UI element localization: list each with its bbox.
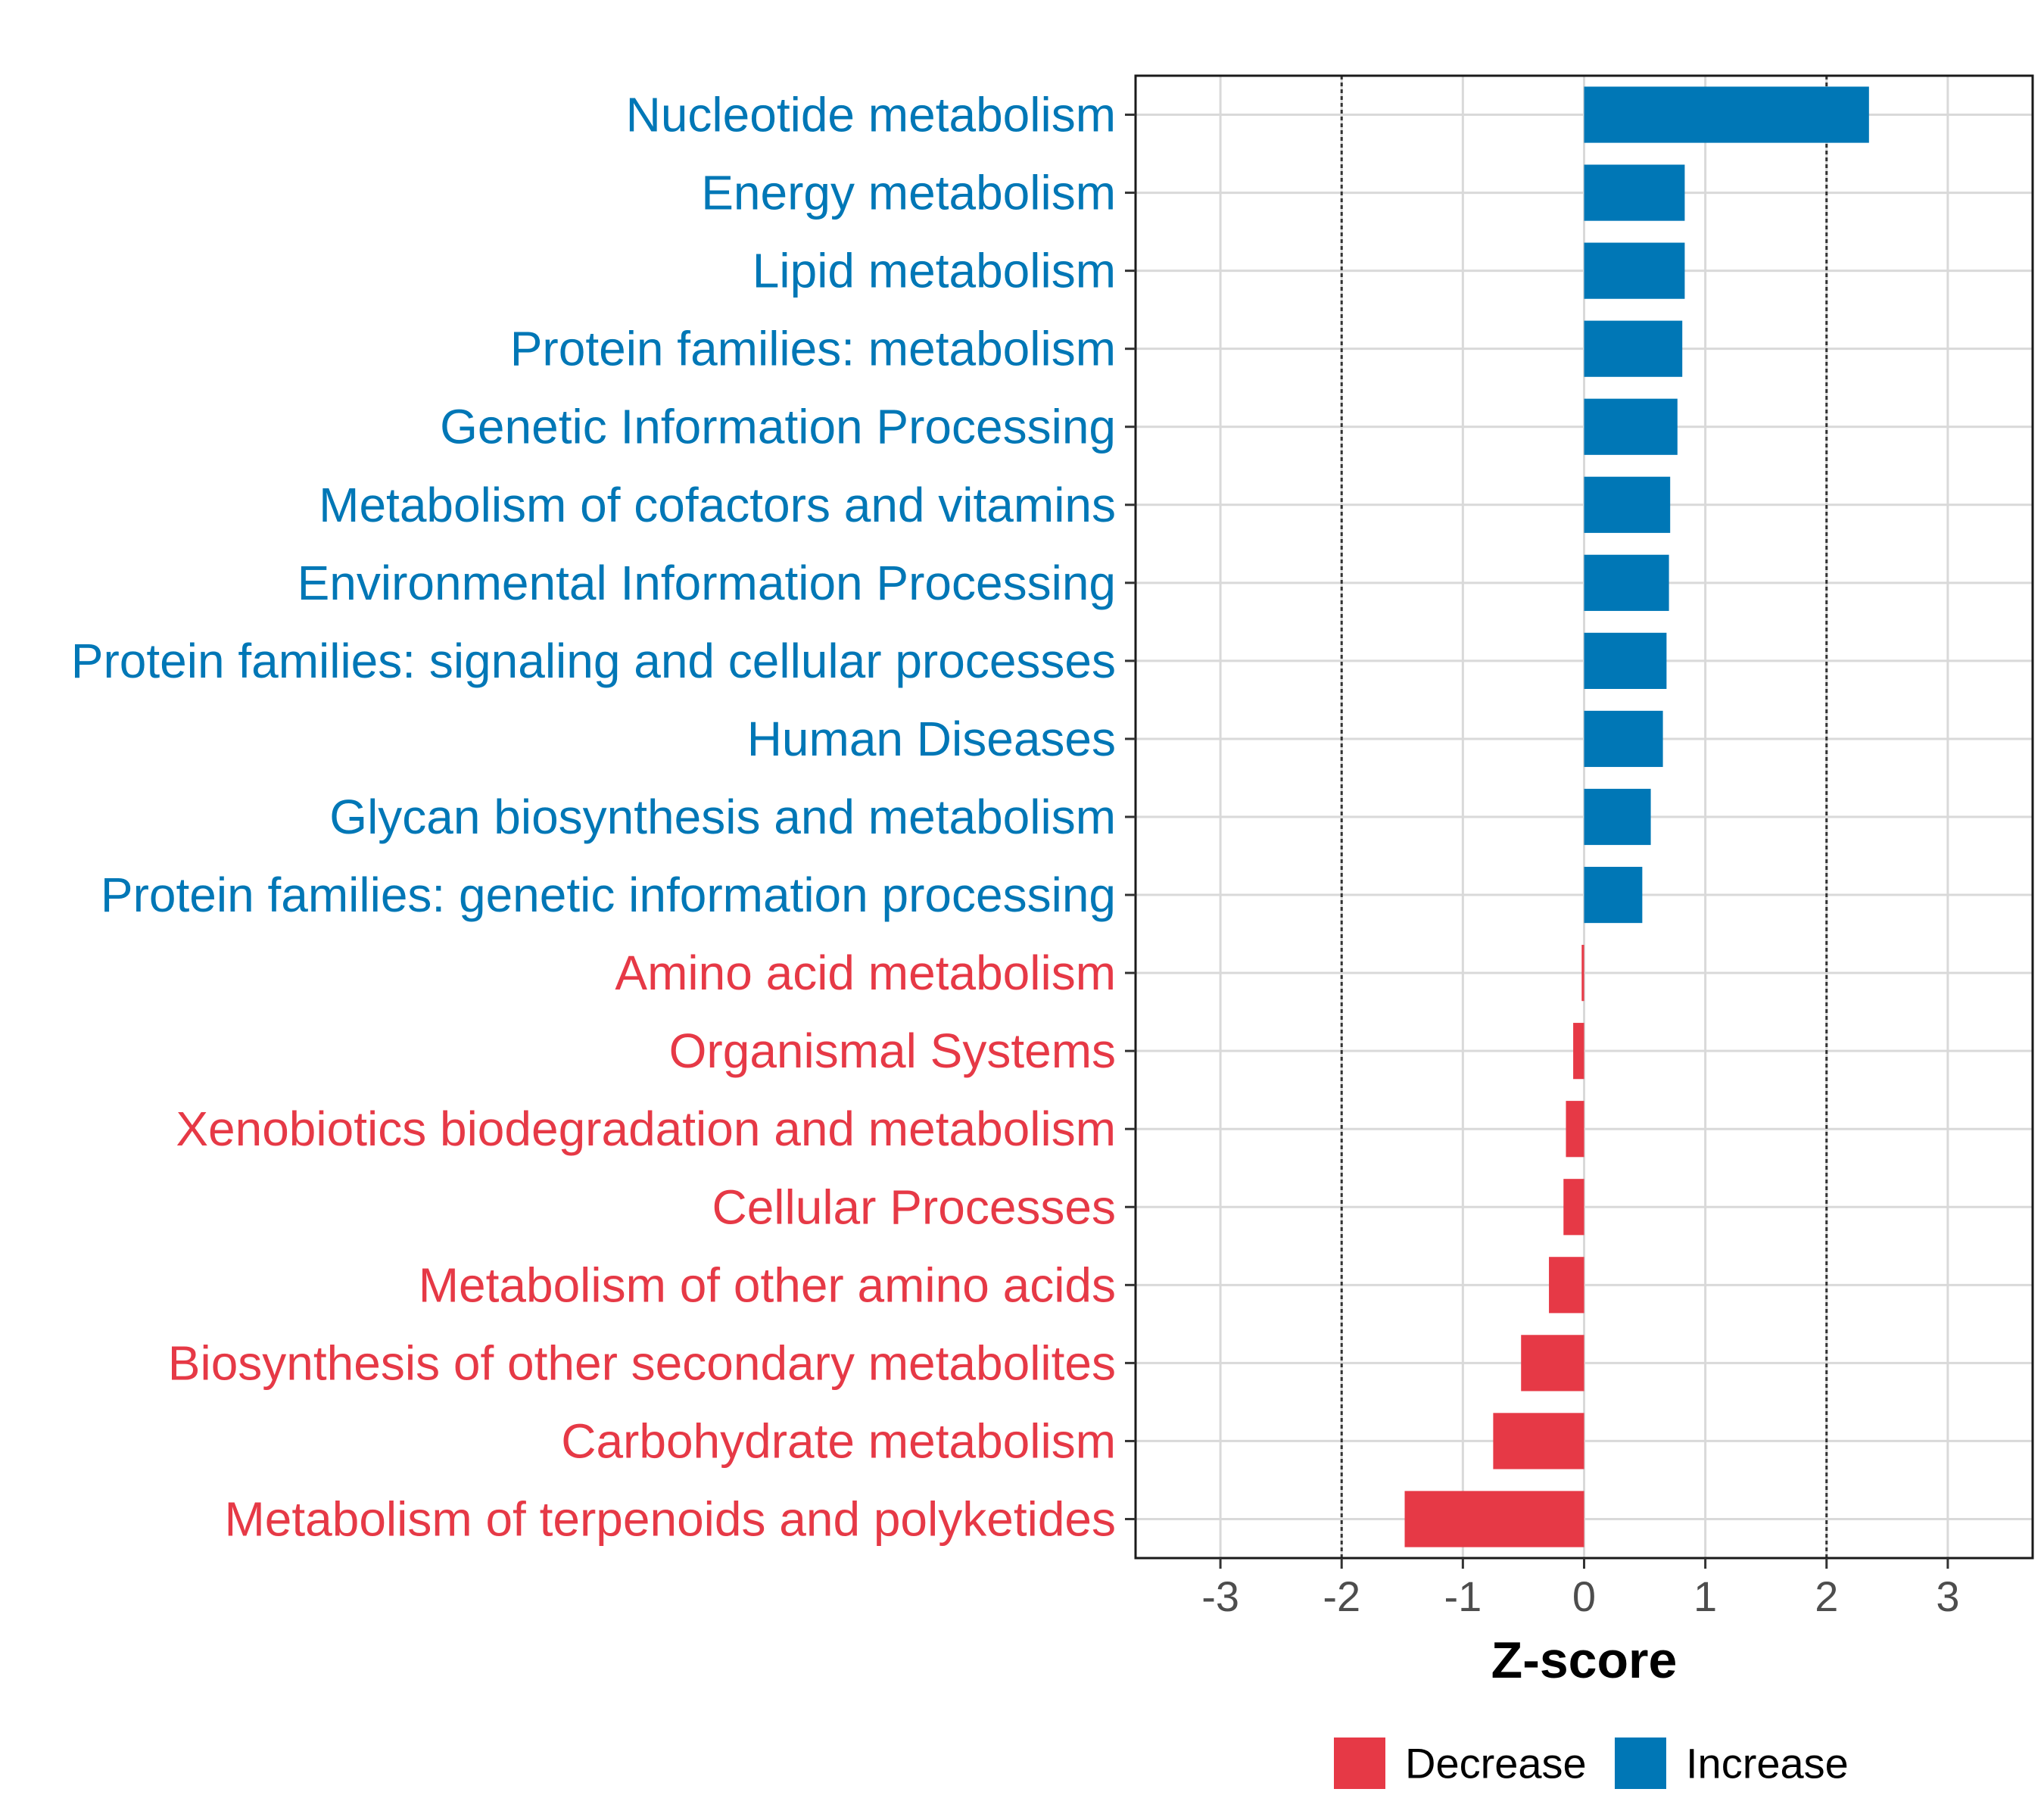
legend-swatch-decrease (1334, 1738, 1385, 1789)
legend-swatch-increase (1615, 1738, 1666, 1789)
bar-11 (1581, 945, 1584, 1002)
x-axis: -3 -2 -1 0 1 2 3 (1201, 1558, 1959, 1620)
bar-17 (1493, 1413, 1584, 1469)
x-tick-label-0: -3 (1201, 1572, 1239, 1620)
y-axis: Nucleotide metabolism Energy metabolism Li… (71, 88, 1136, 1546)
bar-15 (1549, 1257, 1584, 1314)
bar-8 (1584, 710, 1663, 768)
bar-12 (1573, 1023, 1584, 1080)
legend-label-decrease: Decrease (1405, 1740, 1587, 1787)
category-label-9: Glycan biosynthesis and metabolism (329, 790, 1116, 844)
bar-7 (1584, 632, 1667, 689)
category-label-6: Environmental Information Processing (298, 556, 1116, 610)
bar-4 (1584, 398, 1678, 455)
x-tick-label-6: 3 (1936, 1572, 1959, 1620)
category-label-3: Protein families: metabolism (510, 322, 1116, 376)
x-tick-label-2: -1 (1444, 1572, 1482, 1620)
category-label-11: Amino acid metabolism (615, 946, 1116, 1000)
x-tick-label-4: 1 (1693, 1572, 1717, 1620)
x-tick-label-1: -2 (1323, 1572, 1360, 1620)
bar-13 (1566, 1101, 1584, 1158)
category-label-16: Biosynthesis of other secondary metaboli… (168, 1335, 1116, 1390)
bar-0 (1584, 86, 1869, 143)
bar-5 (1584, 476, 1671, 533)
bar-18 (1404, 1491, 1584, 1547)
category-label-12: Organismal Systems (669, 1024, 1116, 1078)
category-label-2: Lipid metabolism (752, 244, 1116, 298)
category-label-13: Xenobiotics biodegradation and metabolis… (176, 1102, 1116, 1156)
category-label-5: Metabolism of cofactors and vitamins (319, 478, 1116, 532)
bar-6 (1584, 554, 1669, 611)
bar-1 (1584, 164, 1685, 221)
category-label-14: Cellular Processes (712, 1180, 1116, 1234)
category-label-4: Genetic Information Processing (440, 400, 1116, 454)
category-label-15: Metabolism of other amino acids (419, 1258, 1116, 1312)
bars (1404, 86, 1869, 1547)
bar-16 (1521, 1335, 1584, 1392)
x-axis-title: Z-score (1491, 1632, 1678, 1689)
reference-lines (1340, 76, 1828, 1558)
legend-label-increase: Increase (1686, 1740, 1849, 1787)
category-label-7: Protein families: signaling and cellular… (71, 634, 1116, 688)
category-label-18: Metabolism of terpenoids and polyketides (224, 1491, 1116, 1546)
bar-3 (1584, 320, 1683, 377)
category-label-8: Human Diseases (747, 712, 1116, 766)
bar-10 (1584, 866, 1643, 924)
bar-2 (1584, 242, 1685, 299)
category-label-0: Nucleotide metabolism (626, 88, 1116, 142)
x-tick-label-3: 0 (1572, 1572, 1596, 1620)
bar-9 (1584, 788, 1651, 846)
category-label-17: Carbohydrate metabolism (561, 1413, 1116, 1468)
category-label-10: Protein families: genetic information pr… (101, 868, 1116, 922)
x-tick-label-5: 2 (1815, 1572, 1838, 1620)
bar-14 (1563, 1179, 1584, 1236)
category-label-1: Energy metabolism (701, 166, 1116, 220)
legend: Decrease Increase (1334, 1738, 1849, 1789)
